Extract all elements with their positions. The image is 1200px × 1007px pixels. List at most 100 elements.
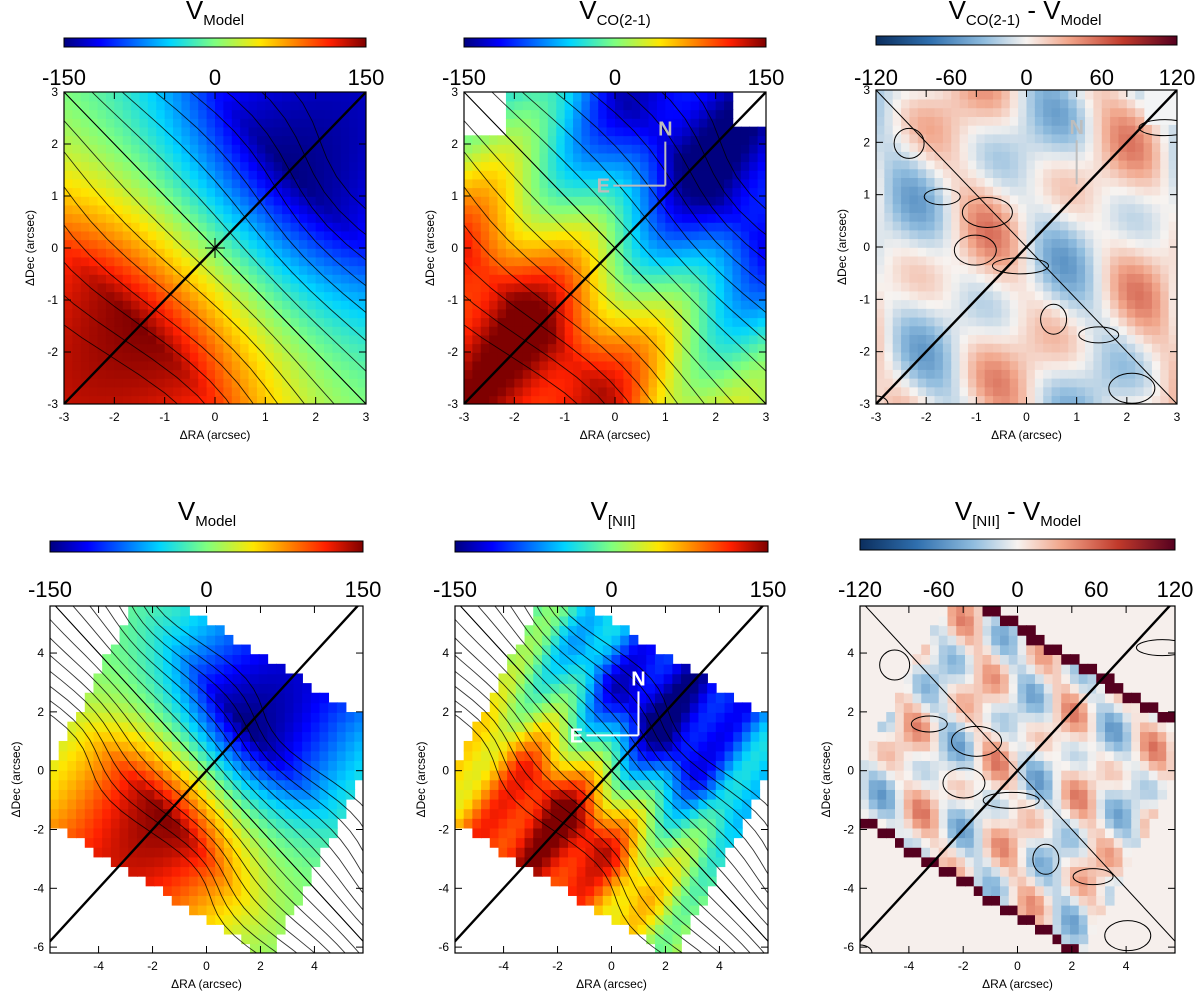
y-tick-label: 3 [863, 83, 870, 97]
x-tick-label: -3 [59, 410, 70, 424]
title-text: V [591, 496, 609, 526]
y-tick-label: 2 [863, 135, 870, 149]
y-tick-label: 3 [51, 85, 58, 99]
colorbar-tick-label: -150 [442, 65, 486, 90]
title-subscript: Model [1061, 12, 1102, 29]
x-tick-label: 0 [1023, 410, 1030, 424]
y-tick-label: -2 [447, 345, 458, 359]
colorbar-tick-label: -120 [854, 65, 898, 90]
panel-title: VCO(2-1) [579, 0, 651, 29]
colorbar-tick-label: -150 [433, 577, 477, 602]
title-text: V [178, 496, 196, 526]
x-tick-label: 0 [1014, 959, 1021, 973]
residual-contour [1040, 303, 1068, 335]
y-axis-label: ΔDec (arcsec) [819, 741, 833, 817]
compass-east-label: E [597, 176, 610, 198]
colorbar-tick-label: 150 [750, 577, 787, 602]
y-tick-label: 1 [451, 189, 458, 203]
y-tick-label: -3 [47, 397, 58, 411]
y-axis-label: ΔDec (arcsec) [9, 741, 23, 817]
y-tick-label: 0 [451, 241, 458, 255]
colorbar [63, 37, 367, 48]
y-tick-label: -4 [843, 881, 854, 895]
velocity-map [64, 92, 366, 404]
x-tick-label: -4 [904, 959, 915, 973]
x-tick-label: -2 [921, 410, 932, 424]
x-tick-label: 4 [311, 959, 318, 973]
velocity-map [876, 90, 1177, 404]
colorbar-tick-label: -60 [923, 577, 955, 602]
panel-title: V[NII] [591, 496, 636, 530]
colorbar-tick-label: 0 [209, 65, 221, 90]
y-axis-label: ΔDec (arcsec) [423, 210, 437, 286]
y-tick-label: -2 [843, 822, 854, 836]
x-tick-label: 1 [262, 410, 269, 424]
residual-contour [961, 196, 1013, 228]
colorbar-tick-label: 60 [1084, 577, 1108, 602]
residual-contour [982, 791, 1040, 809]
colorbar-tick-label: 150 [345, 577, 382, 602]
y-tick-label: 0 [442, 764, 449, 778]
y-tick-label: 2 [442, 705, 449, 719]
residual-contour [893, 127, 925, 159]
compass-north-label: N [631, 668, 645, 690]
x-axis-label: ΔRA (arcsec) [580, 428, 651, 442]
y-tick-label: -6 [843, 940, 854, 954]
residual-contour [953, 234, 997, 266]
y-tick-label: -1 [47, 293, 58, 307]
y-axis-label: ΔDec (arcsec) [835, 209, 849, 285]
residual-contour [879, 649, 911, 681]
x-tick-label: 3 [363, 410, 370, 424]
colorbar-tick-label: 0 [1011, 577, 1023, 602]
x-axis-label: ΔRA (arcsec) [180, 428, 251, 442]
velocity-map [50, 606, 363, 953]
residual-contour [942, 767, 986, 799]
y-tick-label: 4 [37, 646, 44, 660]
x-tick-label: 2 [257, 959, 264, 973]
title-subscript: [NII] [608, 513, 636, 530]
minor-axis-line [876, 90, 1177, 404]
x-tick-label: -1 [971, 410, 982, 424]
x-tick-label: 0 [212, 410, 219, 424]
residual-contour [1072, 868, 1114, 886]
panel-bottom-middle: V[NII] -150 0 150 N E -4 -2 0 2 4 4 2 0 -2 -4 -6 ΔRA (arc… [414, 496, 787, 991]
panel-bottom-right: V[NII] - VModel -120 -60 0 60 120 -4 -2 0 2 4 4 2 0 -2… [819, 496, 1193, 991]
colorbar [859, 538, 1176, 551]
residual-contour [991, 257, 1049, 275]
velocity-map [455, 606, 768, 953]
minor-axis-line [464, 92, 766, 404]
colorbar-tick-label: 60 [1090, 65, 1114, 90]
minor-axis-line [864, 606, 1175, 942]
x-tick-label: -2 [509, 410, 520, 424]
colorbar-tick-label: 0 [609, 65, 621, 90]
x-axis-label: ΔRA (arcsec) [982, 977, 1053, 991]
panel-title: VModel [186, 0, 244, 29]
x-tick-label: 0 [608, 959, 615, 973]
compass-north-label: N [658, 119, 672, 141]
colorbar [49, 540, 364, 553]
residual-contour [1138, 119, 1177, 137]
y-tick-label: 1 [863, 188, 870, 202]
x-tick-label: 0 [612, 410, 619, 424]
x-tick-label: 1 [662, 410, 669, 424]
panel-bottom-left: VModel -150 0 150 -4 -2 0 2 4 4 2 0 -2 -4 -6 ΔRA (arcse… [9, 496, 382, 991]
x-tick-label: -2 [552, 959, 563, 973]
y-tick-label: -2 [33, 822, 44, 836]
x-tick-label: 2 [662, 959, 669, 973]
x-axis-label: ΔRA (arcsec) [991, 428, 1062, 442]
y-tick-label: 2 [51, 137, 58, 151]
y-tick-label: 0 [37, 764, 44, 778]
title-subscript: CO(2-1) [966, 12, 1020, 29]
y-tick-label: 2 [847, 705, 854, 719]
y-tick-label: -2 [438, 822, 449, 836]
y-tick-label: 3 [451, 85, 458, 99]
y-tick-label: 0 [51, 241, 58, 255]
y-tick-label: 0 [863, 240, 870, 254]
colorbar-tick-label: 0 [200, 577, 212, 602]
y-tick-label: -4 [438, 881, 449, 895]
x-tick-label: -2 [958, 959, 969, 973]
x-tick-label: -2 [109, 410, 120, 424]
x-tick-label: 4 [716, 959, 723, 973]
compass-east-label: E [570, 725, 583, 747]
